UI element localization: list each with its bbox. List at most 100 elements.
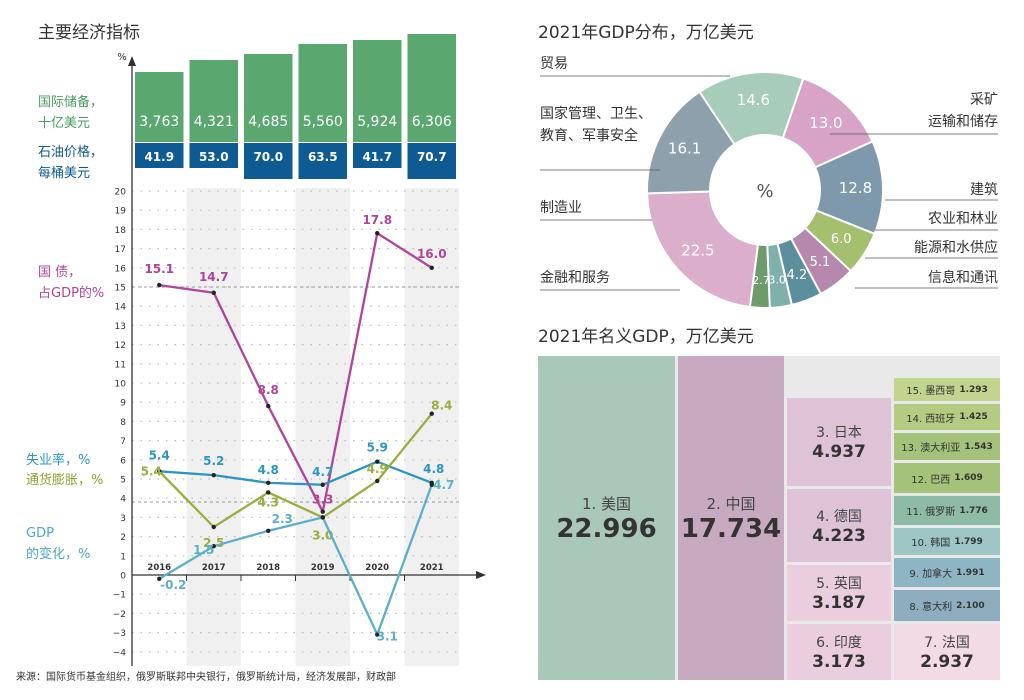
debt-segment [159,283,214,294]
oil-value: 63.5 [308,150,338,164]
treemap-title: 2021年名义GDP，万亿美元 [538,327,754,347]
country-name: 5. 英国 [816,576,862,592]
country-gdp: 1.776 [959,505,988,516]
infl-segment [158,470,215,528]
infl-data-label: 4.3 [258,495,279,509]
oil-value: 70.0 [253,150,283,164]
country-name: 14. 西班牙 [906,413,956,425]
infl-point [211,524,216,530]
gdp-segment [213,529,269,548]
y-tick-label: 5 [120,476,126,486]
country-name: 11. 俄罗斯 [906,507,956,518]
oil-bar [135,143,184,168]
gdp-segment [376,484,433,635]
infl-segment [376,412,433,482]
treemap-cell-12: 12. 巴西 1.609 [894,463,1000,493]
reserves-value: 6,306 [412,114,452,130]
oil-value: 41.7 [362,150,392,164]
reserves-value: 5,560 [303,114,343,130]
y-tick-label: 13 [115,322,126,332]
country-name: 15. 墨西哥 [906,386,956,397]
country-gdp: 2.100 [956,600,985,611]
gdp-point [429,482,434,487]
debt-data-label: 15.1 [144,262,174,276]
treemap-cell-9: 9. 加拿大 1.991 [894,558,1000,587]
y-unit-label: % [117,52,127,63]
debt-segment [321,233,379,512]
infl-data-label: 3.0 [312,528,333,542]
y-tick-label: 9 [120,399,126,409]
pie-category-label: 运输和储存 [928,114,998,130]
pie-category-label: 教育、军事安全 [540,127,638,144]
unemp-data-label: 5.2 [203,454,224,468]
indicators-chart: %−4−3−2−10123456789101112131415161718192… [113,34,486,666]
pie-slice-value: 22.5 [681,242,714,260]
gdp-segment [321,516,379,636]
x-tick-label: 2020 [365,563,389,573]
country-gdp: 17.734 [680,513,782,544]
y-axis-arrow [128,56,136,66]
unemp-point [320,482,325,487]
debt-data-label: 16.0 [417,247,447,261]
country-name: 12. 巴西 [911,474,951,486]
reserves-bar [353,40,402,142]
debt-point [211,290,216,295]
debt-data-label: 3.3 [312,493,333,507]
pie-slice-value: 5.1 [810,255,831,270]
y-tick-label: 2 [120,533,126,543]
x-tick-label: 2018 [256,563,280,573]
infl-data-label: 8.4 [431,399,452,413]
oil-value: 53.0 [199,150,229,164]
treemap-cell-5: 5. 英国 3.187 [787,565,891,621]
unemp-data-label: 4.8 [258,463,279,477]
oil-bar [298,143,347,179]
x-tick-label: 2019 [311,563,335,573]
pie-slice-value: 3.0 [768,273,786,286]
country-name: 13. 澳大利亚 [901,443,961,454]
treemap-cell-15: 15. 墨西哥 1.293 [894,378,1000,401]
infl-data-label: 5.4 [141,464,162,478]
gdp-point [157,576,162,582]
gdp-point [320,515,325,520]
debt-point [320,509,325,514]
country-name: 3. 日本 [816,425,862,441]
x-axis-arrow [476,571,486,579]
unemp-segment [159,470,214,477]
unemp-data-label: 5.9 [367,441,388,455]
oil-bar [244,143,293,179]
oil-label: 石油价格， 每桶美元 [38,145,104,181]
gdp-point [266,528,271,534]
pie-slice [698,71,805,146]
country-gdp: 1.609 [954,473,983,483]
infl-segment [213,491,269,528]
y-tick-label: 4 [120,495,126,505]
country-gdp: 1.425 [959,412,988,422]
pie-center-label: % [756,181,773,202]
debt-point [429,265,434,270]
country-name: 6. 印度 [816,635,862,651]
country-name: 8. 意大利 [909,602,953,613]
source-note: 来源：国际货币基金组织，俄罗斯联邦中央银行，俄罗斯统计局，经济发展部，财政部 [16,672,396,683]
y-tick-label: −2 [113,610,126,620]
debt-data-label: 8.8 [258,383,279,397]
treemap-cell-10: 10. 韩国 1.799 [894,528,1000,555]
y-tick-label: 12 [115,341,126,351]
reserves-bar [298,44,347,142]
unemp-data-label: 4.7 [312,465,333,479]
unemp-segment [213,474,269,484]
reserves-label: 国际储备， 十亿美元 [38,95,104,131]
gdp-data-label: 1.5 [193,543,214,557]
gdp-point [211,544,216,549]
y-tick-label: 10 [115,380,127,390]
reserves-bar [189,60,238,142]
y-tick-label: 17 [115,245,126,255]
gdp-data-label: 4.7 [433,478,454,492]
gdp-segment [267,516,324,532]
gdp-label: GDP 的变化，% [26,526,91,562]
treemap-cell-7: 7. 法国 2.937 [894,624,1000,680]
gdp-structure-pie: 13.0 12.8 6.05.14.23.02.7 22.5 16.1 14.6% 贸易采矿… [540,56,998,309]
country-name: 9. 加拿大 [909,569,953,580]
unemp-label: 失业率，% [26,453,91,468]
pie-slice-value: 6.0 [831,232,852,247]
y-tick-label: 18 [115,226,127,236]
